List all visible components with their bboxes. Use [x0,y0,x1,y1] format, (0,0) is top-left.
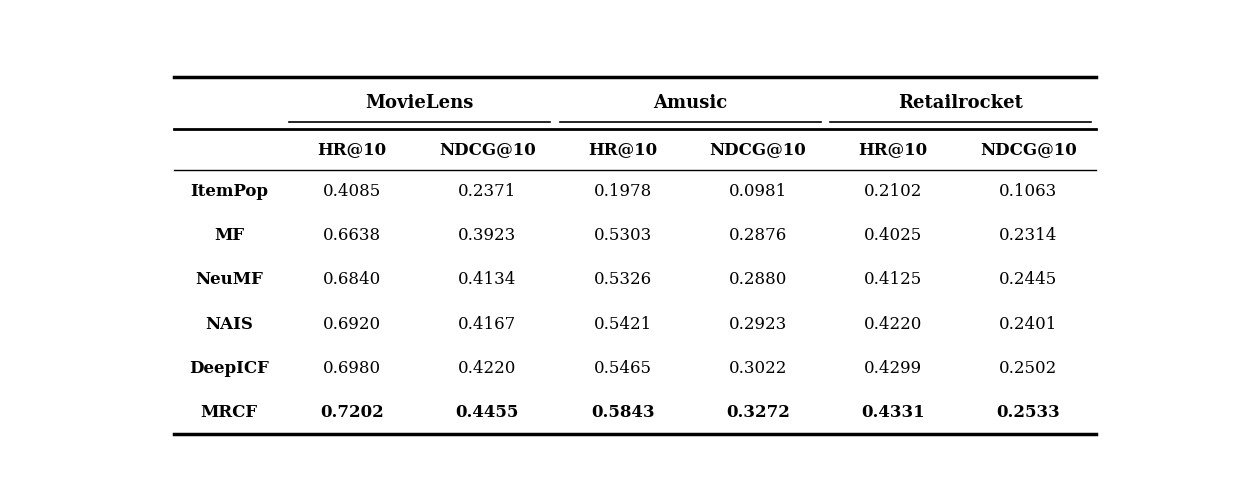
Text: 0.2533: 0.2533 [996,404,1061,420]
Text: HR@10: HR@10 [859,141,928,158]
Text: 0.4331: 0.4331 [861,404,924,420]
Text: 0.0981: 0.0981 [729,184,787,200]
Text: MF: MF [214,228,244,244]
Text: 0.2502: 0.2502 [999,360,1057,376]
Text: NDCG@10: NDCG@10 [439,141,535,158]
Text: 0.5303: 0.5303 [593,228,652,244]
Text: Amusic: Amusic [653,94,727,112]
Text: HR@10: HR@10 [317,141,387,158]
Text: 0.5465: 0.5465 [593,360,652,376]
Text: 0.6638: 0.6638 [323,228,382,244]
Text: 0.4299: 0.4299 [864,360,922,376]
Text: 0.1978: 0.1978 [593,184,652,200]
Text: DeepICF: DeepICF [190,360,269,376]
Text: 0.3022: 0.3022 [729,360,787,376]
Text: 0.5326: 0.5326 [593,272,652,288]
Text: 0.2923: 0.2923 [729,316,787,332]
Text: MovieLens: MovieLens [366,94,475,112]
Text: 0.5421: 0.5421 [593,316,652,332]
Text: 0.7202: 0.7202 [320,404,384,420]
Text: NDCG@10: NDCG@10 [710,141,807,158]
Text: 0.2445: 0.2445 [999,272,1057,288]
Text: 0.1063: 0.1063 [999,184,1057,200]
Text: 0.4125: 0.4125 [864,272,922,288]
Text: 0.4025: 0.4025 [864,228,922,244]
Text: 0.4167: 0.4167 [458,316,517,332]
Text: 0.2314: 0.2314 [999,228,1057,244]
Text: 0.2102: 0.2102 [864,184,922,200]
Text: MRCF: MRCF [201,404,258,420]
Text: 0.4220: 0.4220 [458,360,517,376]
Text: 0.6920: 0.6920 [323,316,382,332]
Text: 0.2876: 0.2876 [729,228,787,244]
Text: 0.6980: 0.6980 [323,360,382,376]
Text: 0.2371: 0.2371 [458,184,517,200]
Text: 0.4085: 0.4085 [323,184,382,200]
Text: ItemPop: ItemPop [191,184,269,200]
Text: 0.6840: 0.6840 [323,272,382,288]
Text: NAIS: NAIS [206,316,253,332]
Text: 0.4134: 0.4134 [458,272,517,288]
Text: 0.4455: 0.4455 [456,404,519,420]
Text: 0.3272: 0.3272 [726,404,789,420]
Text: 0.3923: 0.3923 [458,228,517,244]
Text: 0.4220: 0.4220 [864,316,922,332]
Text: NDCG@10: NDCG@10 [980,141,1077,158]
Text: 0.2401: 0.2401 [999,316,1057,332]
Text: 0.5843: 0.5843 [591,404,654,420]
Text: NeuMF: NeuMF [196,272,263,288]
Text: HR@10: HR@10 [589,141,657,158]
Text: Retailrocket: Retailrocket [898,94,1023,112]
Text: 0.2880: 0.2880 [729,272,787,288]
